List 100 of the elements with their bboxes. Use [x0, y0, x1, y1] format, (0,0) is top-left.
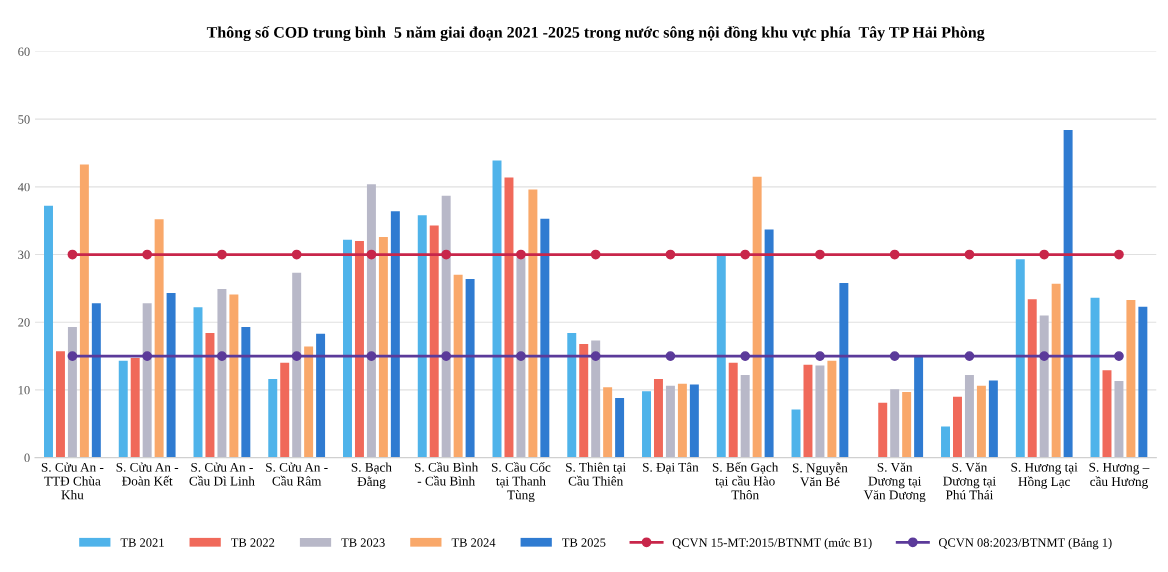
x-tick-label: S. Hương – cầu Hương	[1089, 462, 1150, 489]
bar	[764, 229, 774, 458]
bar	[603, 387, 613, 458]
bar	[642, 391, 651, 458]
legend-label: QCVN 15-MT:2015/BTNMT (mức B1)	[672, 537, 872, 550]
bar	[280, 362, 290, 458]
bar	[528, 189, 538, 458]
bar	[1051, 283, 1061, 458]
y-tick-label: 60	[18, 47, 30, 56]
bar	[1039, 315, 1049, 458]
bar	[689, 384, 699, 458]
bar	[217, 289, 227, 458]
x-tick-label: S. Cầu Bình - Cầu Bình	[414, 462, 479, 486]
bar	[791, 409, 801, 458]
bar	[540, 218, 550, 458]
x-tick-label: S. Cửu An - Đoàn Kết	[116, 462, 179, 486]
bar	[1126, 299, 1136, 458]
bar	[677, 383, 687, 458]
legend-label: TB 2025	[562, 538, 606, 547]
bar	[441, 195, 451, 458]
chart-title: Thông số COD trung bình 5 năm giai đoạn 2021 -2025 trong nước sông nội đồng khu vực phía Tây TP Hải Phòng	[206, 25, 985, 42]
bar	[229, 294, 239, 458]
bar	[665, 385, 675, 458]
bar	[241, 326, 251, 458]
bar	[653, 379, 663, 458]
bar	[914, 356, 924, 458]
bar	[118, 360, 128, 458]
y-tick-label: 10	[18, 385, 30, 395]
x-tick-label: S. Cầu Cốc tại Thanh Tùng	[491, 462, 551, 503]
x-tick-label: S. Văn Dương tại Văn Dương	[863, 462, 926, 503]
bar	[67, 326, 77, 458]
bar	[988, 380, 998, 458]
x-tick-label: S. Cửu An - TTĐ Chùa Khu	[41, 462, 104, 500]
x-tick-label: S. Cửu An - Cầu Dì Linh	[189, 462, 255, 486]
bar	[268, 379, 278, 458]
x-tick-label: S. Bạch Đằng	[351, 462, 392, 489]
y-tick-label: 0	[24, 453, 30, 463]
bar	[417, 215, 427, 458]
bar	[976, 385, 986, 458]
bar	[504, 177, 514, 458]
bar	[567, 333, 577, 458]
bar	[1015, 259, 1025, 458]
y-tick-label: 50	[18, 115, 30, 124]
bar	[579, 343, 589, 458]
bar	[952, 396, 962, 458]
legend-label: TB 2022	[231, 538, 275, 547]
bar	[354, 241, 364, 458]
bar	[378, 236, 388, 458]
bar	[890, 389, 900, 458]
bar	[1027, 299, 1037, 458]
bar	[1063, 130, 1073, 458]
x-tick-label: S. Bến Gạch tại cầu Hào Thôn	[712, 462, 779, 500]
bar	[803, 364, 813, 458]
legend-label: TB 2021	[120, 538, 164, 547]
bar	[740, 375, 750, 458]
bar	[304, 346, 314, 458]
bar	[154, 219, 164, 458]
y-tick-label: 40	[17, 182, 30, 192]
legend-label: TB 2024	[451, 538, 496, 547]
x-tick-label: S. Văn Dương tại Phú Thái	[943, 462, 996, 500]
bar	[142, 303, 152, 458]
bar	[1102, 370, 1112, 458]
bar	[1138, 306, 1148, 458]
bar	[205, 333, 215, 458]
bar	[465, 278, 475, 458]
bar	[827, 360, 837, 458]
bar	[1114, 381, 1124, 458]
bar	[1090, 297, 1100, 458]
bar	[166, 293, 176, 458]
legend-label: QCVN 08:2023/BTNMT (Bảng 1)	[938, 537, 1112, 550]
x-tick-label: S. Đại Tân	[643, 462, 699, 474]
bar	[878, 402, 888, 458]
bar	[79, 164, 89, 458]
bar	[815, 365, 825, 458]
bar	[728, 362, 738, 458]
bar	[390, 211, 400, 458]
bar	[55, 351, 65, 458]
x-tick-label: S. Thiên tại Cầu Thiên	[566, 462, 626, 486]
y-tick-label: 30	[18, 250, 30, 259]
bar	[615, 398, 625, 458]
bar	[44, 205, 53, 458]
bar	[752, 176, 762, 458]
bar	[316, 333, 326, 458]
bar	[130, 358, 140, 458]
bar	[902, 391, 912, 458]
bar	[839, 282, 849, 458]
x-tick-label: S. Cửu An - Cầu Râm	[266, 462, 328, 486]
bar	[591, 340, 601, 458]
bar	[343, 239, 352, 458]
y-tick-label: 20	[18, 318, 30, 327]
bar	[516, 257, 526, 458]
bar	[292, 272, 302, 458]
bar	[429, 225, 439, 458]
bar	[453, 274, 463, 458]
bar	[964, 375, 974, 458]
bar	[91, 303, 101, 458]
bar	[716, 254, 726, 458]
x-tick-label: S. Hương tại Hồng Lạc	[1011, 462, 1078, 489]
bar	[366, 184, 376, 458]
bar	[941, 426, 950, 458]
